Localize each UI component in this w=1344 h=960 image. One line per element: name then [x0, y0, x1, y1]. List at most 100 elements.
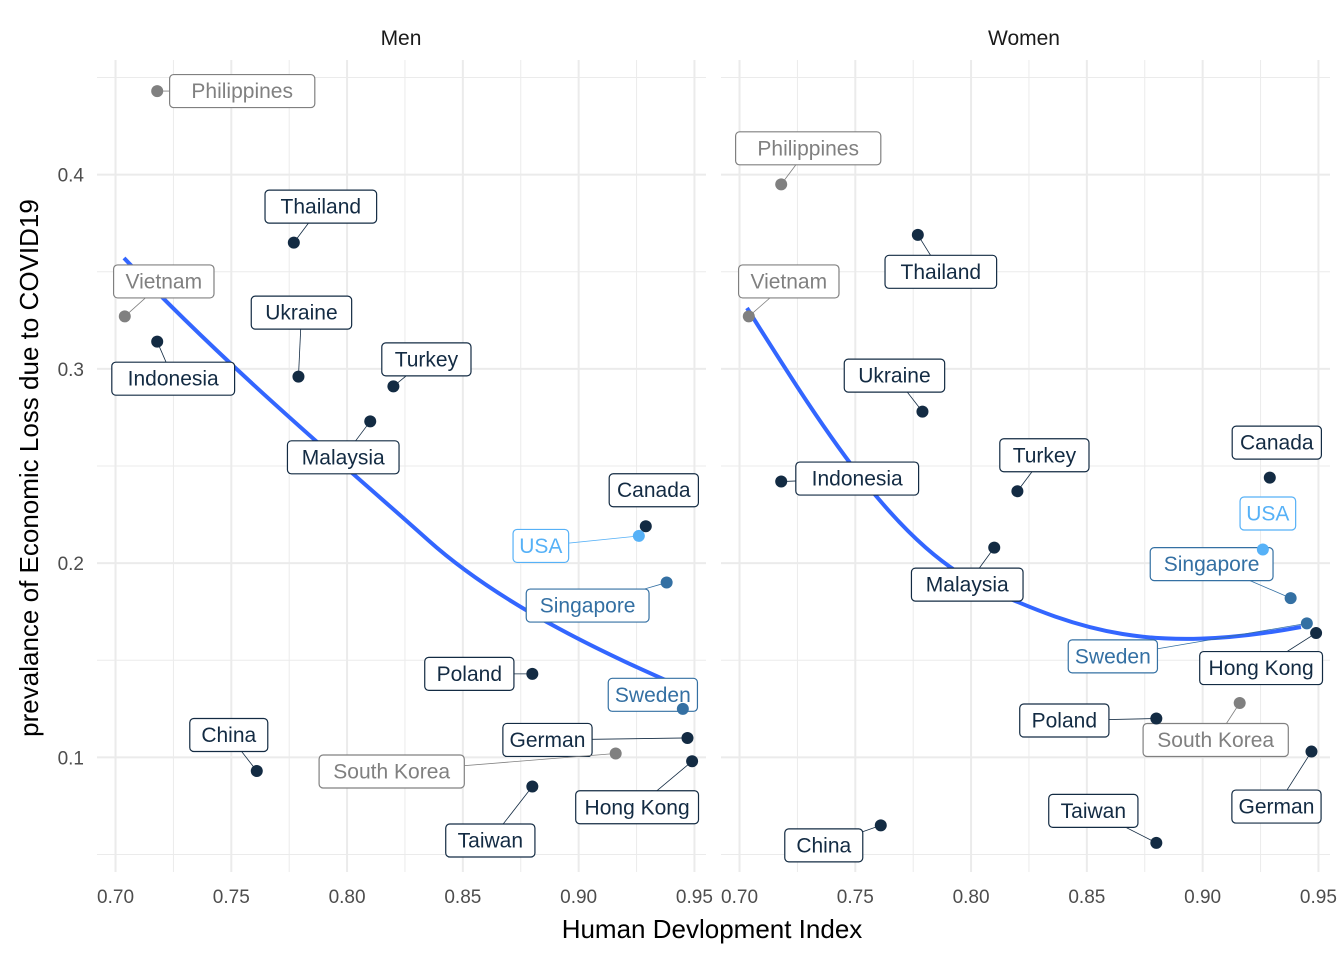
- label-box-men-vietnam: [112, 264, 215, 299]
- label-box-women-vietnam: [737, 264, 840, 299]
- label-text-men-taiwan: Taiwan: [458, 830, 523, 853]
- label-box-men-poland: [424, 656, 515, 691]
- y-tick-label-0.3: 0.3: [58, 360, 84, 381]
- label-box-women-poland: [1019, 703, 1110, 738]
- point-label-men-ukraine: Ukraine: [250, 295, 353, 377]
- point-women-canada: [1263, 471, 1276, 484]
- x-tick-label-men-0.95: 0.95: [676, 887, 713, 908]
- axes: Human Devlopment Index prevalance of Eco…: [14, 199, 862, 944]
- point-label-women-china: China: [784, 825, 881, 863]
- label-box-women-german: [1231, 789, 1322, 824]
- x-tick-label-women-0.70: 0.70: [721, 887, 758, 908]
- point-men-poland: [526, 667, 539, 680]
- point-women-taiwan: [1150, 836, 1163, 849]
- point-label-men-south-korea: South Korea: [318, 753, 616, 789]
- point-men-taiwan: [526, 780, 539, 793]
- label-text-women-thailand: Thailand: [901, 261, 982, 284]
- marks-men: Philippines Thailand Vietnam Indonesia Ukrai…: [111, 73, 700, 858]
- label-text-women-usa: USA: [1246, 503, 1289, 526]
- point-label-women-malaysia: Malaysia: [910, 547, 1024, 602]
- point-women-south-korea: [1233, 696, 1246, 709]
- point-women-sweden: [1300, 617, 1313, 630]
- label-box-men-canada: [608, 473, 699, 508]
- label-box-women-china: [784, 828, 864, 863]
- panel-title-men: Men: [381, 27, 422, 50]
- point-label-women-south-korea: South Korea: [1142, 702, 1289, 758]
- x-tick-label-women-0.80: 0.80: [953, 887, 990, 908]
- label-text-men-poland: Poland: [437, 663, 502, 686]
- label-text-women-indonesia: Indonesia: [812, 468, 903, 491]
- point-label-men-philippines: Philippines: [157, 73, 316, 109]
- label-text-men-china: China: [201, 724, 256, 747]
- label-text-men-german: German: [510, 729, 586, 752]
- label-text-women-canada: Canada: [1240, 432, 1314, 455]
- label-box-men-philippines: [169, 73, 316, 109]
- point-women-thailand: [911, 228, 924, 241]
- label-text-men-usa: USA: [519, 535, 562, 558]
- label-box-men-south-korea: [318, 754, 465, 789]
- label-box-women-singapore: [1149, 546, 1274, 582]
- point-women-singapore: [1284, 592, 1297, 605]
- point-label-men-canada: Canada: [608, 473, 699, 508]
- marks-women: Philippines Thailand Vietnam Ukraine Canada I…: [735, 131, 1324, 863]
- point-label-women-singapore: Singapore: [1149, 546, 1291, 599]
- label-text-men-vietnam: Vietnam: [125, 270, 202, 293]
- label-box-men-china: [189, 717, 269, 753]
- label-text-women-turkey: Turkey: [1013, 444, 1077, 467]
- point-women-hong-kong: [1310, 627, 1323, 640]
- point-label-men-taiwan: Taiwan: [445, 786, 536, 858]
- point-label-men-hong-kong: Hong Kong: [575, 760, 700, 825]
- point-men-turkey: [387, 380, 400, 393]
- x-axis-title: Human Devlopment Index: [562, 914, 863, 944]
- label-text-women-philippines: Philippines: [757, 137, 859, 160]
- point-label-men-malaysia: Malaysia: [286, 421, 400, 475]
- label-box-men-indonesia: [111, 361, 236, 396]
- point-women-malaysia: [988, 541, 1001, 554]
- point-label-women-canada: Canada: [1231, 425, 1322, 460]
- label-text-men-turkey: Turkey: [395, 348, 459, 371]
- label-box-women-sweden: [1067, 639, 1159, 674]
- point-label-women-hong-kong: Hong Kong: [1199, 632, 1324, 686]
- point-label-women-vietnam: Vietnam: [737, 264, 840, 317]
- point-label-men-sweden: Sweden: [607, 677, 699, 712]
- x-tick-label-women-0.75: 0.75: [837, 887, 874, 908]
- y-tick-label-0.1: 0.1: [58, 748, 84, 769]
- point-women-vietnam: [742, 310, 755, 323]
- label-text-men-ukraine: Ukraine: [265, 302, 337, 325]
- label-text-men-malaysia: Malaysia: [302, 446, 385, 469]
- point-men-usa: [632, 529, 645, 542]
- point-label-women-thailand: Thailand: [884, 234, 998, 289]
- point-label-men-thailand: Thailand: [264, 189, 378, 243]
- label-text-women-south-korea: South Korea: [1157, 729, 1274, 752]
- label-box-women-usa: [1239, 496, 1297, 531]
- label-box-women-indonesia: [795, 461, 920, 496]
- label-text-men-thailand: Thailand: [281, 196, 362, 219]
- label-text-men-singapore: Singapore: [540, 595, 636, 618]
- x-tick-label-men-0.80: 0.80: [329, 887, 366, 908]
- point-label-men-poland: Poland: [424, 656, 533, 691]
- point-label-men-vietnam: Vietnam: [112, 264, 215, 317]
- x-tick-label-men-0.85: 0.85: [444, 887, 481, 908]
- label-text-men-hong-kong: Hong Kong: [585, 796, 690, 819]
- y-tick-label-0.4: 0.4: [58, 166, 85, 187]
- point-women-philippines: [775, 178, 788, 191]
- label-text-women-german: German: [1239, 796, 1315, 819]
- point-men-singapore: [660, 576, 673, 589]
- label-box-men-malaysia: [286, 440, 400, 475]
- label-box-men-singapore: [525, 588, 650, 623]
- point-label-men-china: China: [189, 717, 269, 772]
- x-tick-label-men-0.70: 0.70: [97, 887, 134, 908]
- point-women-usa: [1256, 543, 1269, 556]
- panel-men: 0.70 0.75 0.80 0.85 0.90 0.95 0.1 0.2 0.3 0.4 Men…: [58, 27, 713, 908]
- label-box-men-sweden: [607, 677, 699, 712]
- label-text-women-sweden: Sweden: [1075, 645, 1151, 668]
- point-label-women-ukraine: Ukraine: [843, 358, 946, 412]
- x-tick-label-men-0.75: 0.75: [213, 887, 250, 908]
- point-men-indonesia: [151, 335, 164, 348]
- point-men-philippines: [151, 85, 164, 98]
- y-axis-title: prevalance of Economic Loss due to COVID…: [14, 199, 44, 737]
- point-men-china: [250, 764, 263, 777]
- point-women-poland: [1150, 712, 1163, 725]
- point-label-men-indonesia: Indonesia: [111, 341, 236, 396]
